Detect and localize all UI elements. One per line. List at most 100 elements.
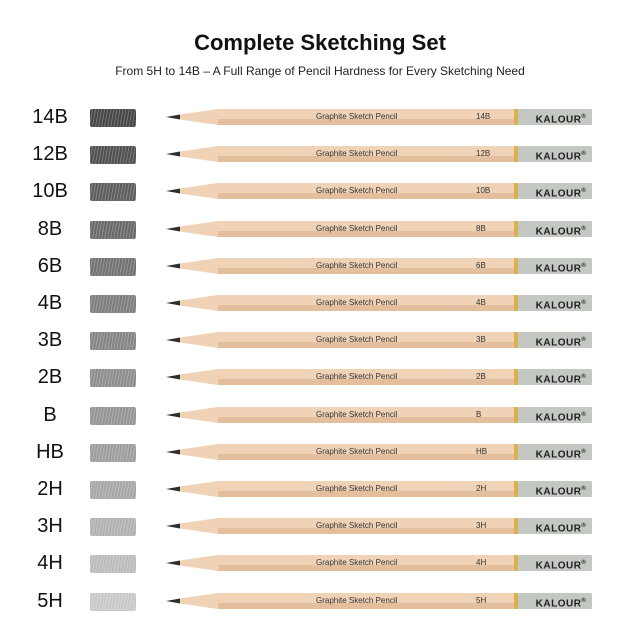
pencil-icon: Graphite Sketch Pencil 2B KALOUR® bbox=[166, 366, 592, 388]
pencil-text: Graphite Sketch Pencil bbox=[316, 595, 398, 605]
pencil-icon: Graphite Sketch Pencil B KALOUR® bbox=[166, 404, 592, 426]
pencil-icon: Graphite Sketch Pencil 8B KALOUR® bbox=[166, 218, 592, 240]
pencil-text: Graphite Sketch Pencil bbox=[316, 521, 398, 531]
pencil-grade-text: 4B bbox=[476, 298, 486, 307]
pencil-row: 14B Graphite Sketch Pencil 14B KALOUR® bbox=[0, 99, 640, 135]
pencil-grade-text: 5H bbox=[476, 595, 487, 605]
pencil-text: Graphite Sketch Pencil bbox=[316, 335, 398, 345]
brand-label: KALOUR® bbox=[535, 597, 587, 609]
pencil-text: Graphite Sketch Pencil bbox=[316, 409, 398, 419]
page-subtitle: From 5H to 14B – A Full Range of Pencil … bbox=[115, 64, 525, 78]
grade-label: 4H bbox=[37, 552, 63, 575]
pencil-icon: Graphite Sketch Pencil HB KALOUR® bbox=[166, 441, 592, 463]
pencil-row: 4H Graphite Sketch Pencil 4H KALOUR® bbox=[0, 545, 640, 581]
pencil-row: 5H Graphite Sketch Pencil 5H KALOUR® bbox=[0, 583, 640, 619]
brand-label: KALOUR® bbox=[535, 151, 587, 163]
shading-swatch bbox=[90, 592, 136, 611]
brand-label: KALOUR® bbox=[535, 523, 587, 535]
pencil-grade-text: B bbox=[476, 409, 482, 419]
pencil-text: Graphite Sketch Pencil bbox=[316, 186, 398, 196]
pencil-grade-text: 12B bbox=[476, 149, 491, 159]
shading-swatch bbox=[90, 332, 136, 351]
page-title: Complete Sketching Set bbox=[194, 30, 446, 55]
grade-label: 3H bbox=[37, 515, 63, 538]
pencil-icon: Graphite Sketch Pencil 3B KALOUR® bbox=[166, 329, 592, 351]
pencil-icon: Graphite Sketch Pencil 14B KALOUR® bbox=[166, 106, 592, 128]
pencil-row: 2B Graphite Sketch Pencil 2B KALOUR® bbox=[0, 359, 640, 395]
brand-label: KALOUR® bbox=[535, 262, 587, 275]
pencil-icon: Graphite Sketch Pencil 10B KALOUR® bbox=[166, 180, 592, 202]
grade-label: 12B bbox=[32, 143, 68, 166]
pencil-grade-text: 4H bbox=[476, 558, 487, 568]
shading-swatch bbox=[90, 406, 136, 425]
shading-swatch bbox=[90, 518, 136, 537]
pencil-icon: Graphite Sketch Pencil 2H KALOUR® bbox=[166, 478, 592, 500]
grade-label: 6B bbox=[37, 254, 63, 277]
pencil-icon: Graphite Sketch Pencil 3H KALOUR® bbox=[166, 515, 592, 537]
brand-label: KALOUR® bbox=[535, 337, 587, 349]
brand-label: KALOUR® bbox=[535, 225, 587, 237]
shading-swatch bbox=[90, 109, 136, 127]
brand-label: KALOUR® bbox=[535, 374, 587, 386]
pencil-text: Graphite Sketch Pencil bbox=[316, 558, 398, 568]
pencil-row: 12B Graphite Sketch Pencil 12B KALOUR® bbox=[0, 136, 640, 172]
brand-label: KALOUR® bbox=[535, 486, 587, 498]
brand-label: KALOUR® bbox=[535, 188, 587, 200]
pencil-text: Graphite Sketch Pencil bbox=[316, 372, 398, 382]
grade-label: 10B bbox=[32, 180, 68, 203]
pencil-icon: Graphite Sketch Pencil 4H KALOUR® bbox=[166, 552, 592, 574]
pencil-icon: Graphite Sketch Pencil 5H KALOUR® bbox=[166, 590, 592, 612]
pencil-row: 8B Graphite Sketch Pencil 8B KALOUR® bbox=[0, 211, 640, 247]
pencil-grade-text: 10B bbox=[476, 186, 491, 196]
pencil-row: 6B Graphite Sketch Pencil 6B KALOUR® bbox=[0, 248, 640, 284]
pencil-row: 10B Graphite Sketch Pencil 10B KALOUR® bbox=[0, 173, 640, 209]
pencil-text: Graphite Sketch Pencil bbox=[316, 260, 398, 270]
brand-label: KALOUR® bbox=[535, 560, 587, 572]
pencil-row: 2H Graphite Sketch Pencil 2H KALOUR® bbox=[0, 471, 640, 507]
grade-label: HB bbox=[36, 440, 64, 463]
pencil-grade-text: 2B bbox=[476, 372, 486, 382]
pencil-grade-text: 2H bbox=[476, 484, 487, 493]
pencil-row: HB Graphite Sketch Pencil HB KALOUR® bbox=[0, 434, 640, 470]
pencil-grade-text: 3H bbox=[476, 521, 487, 531]
grade-label: 2H bbox=[37, 478, 63, 500]
brand-label: KALOUR® bbox=[535, 300, 587, 312]
shading-swatch bbox=[90, 443, 136, 462]
shading-swatch bbox=[90, 183, 136, 202]
pencil-grade-text: 14B bbox=[476, 112, 491, 121]
grade-label: 5H bbox=[37, 589, 63, 612]
pencil-text: Graphite Sketch Pencil bbox=[316, 223, 398, 233]
shading-swatch bbox=[90, 369, 136, 388]
pencil-text: Graphite Sketch Pencil bbox=[316, 149, 398, 159]
shading-swatch bbox=[90, 295, 136, 313]
pencil-text: Graphite Sketch Pencil bbox=[316, 298, 398, 307]
grade-label: 14B bbox=[32, 106, 68, 128]
grade-label: 2B bbox=[37, 366, 63, 389]
pencil-grade-text: 8B bbox=[476, 223, 486, 233]
grade-label: 4B bbox=[37, 292, 63, 314]
pencil-text: Graphite Sketch Pencil bbox=[316, 484, 398, 493]
brand-label: KALOUR® bbox=[535, 114, 587, 126]
pencil-icon: Graphite Sketch Pencil 12B KALOUR® bbox=[166, 143, 592, 165]
shading-swatch bbox=[90, 481, 136, 499]
pencil-row: B Graphite Sketch Pencil B KALOUR® bbox=[0, 397, 640, 433]
pencil-row: 3B Graphite Sketch Pencil 3B KALOUR® bbox=[0, 322, 640, 358]
brand-label: KALOUR® bbox=[535, 448, 587, 461]
shading-swatch bbox=[90, 220, 136, 239]
grade-label: B bbox=[43, 403, 57, 426]
pencil-text: Graphite Sketch Pencil bbox=[316, 112, 398, 121]
pencil-row: 3H Graphite Sketch Pencil 3H KALOUR® bbox=[0, 508, 640, 544]
pencil-row: 4B Graphite Sketch Pencil 4B KALOUR® bbox=[0, 285, 640, 321]
pencil-text: Graphite Sketch Pencil bbox=[316, 446, 398, 456]
shading-swatch bbox=[90, 555, 136, 574]
grade-label: 3B bbox=[37, 329, 63, 352]
pencil-grade-text: 6B bbox=[476, 260, 486, 270]
shading-swatch bbox=[90, 146, 136, 165]
pencil-grade-text: HB bbox=[476, 446, 488, 456]
pencil-grade-text: 3B bbox=[476, 335, 486, 345]
brand-label: KALOUR® bbox=[535, 411, 587, 423]
shading-swatch bbox=[90, 257, 136, 276]
pencil-icon: Graphite Sketch Pencil 4B KALOUR® bbox=[166, 292, 592, 314]
grade-label: 8B bbox=[37, 217, 63, 240]
pencil-icon: Graphite Sketch Pencil 6B KALOUR® bbox=[166, 255, 592, 277]
